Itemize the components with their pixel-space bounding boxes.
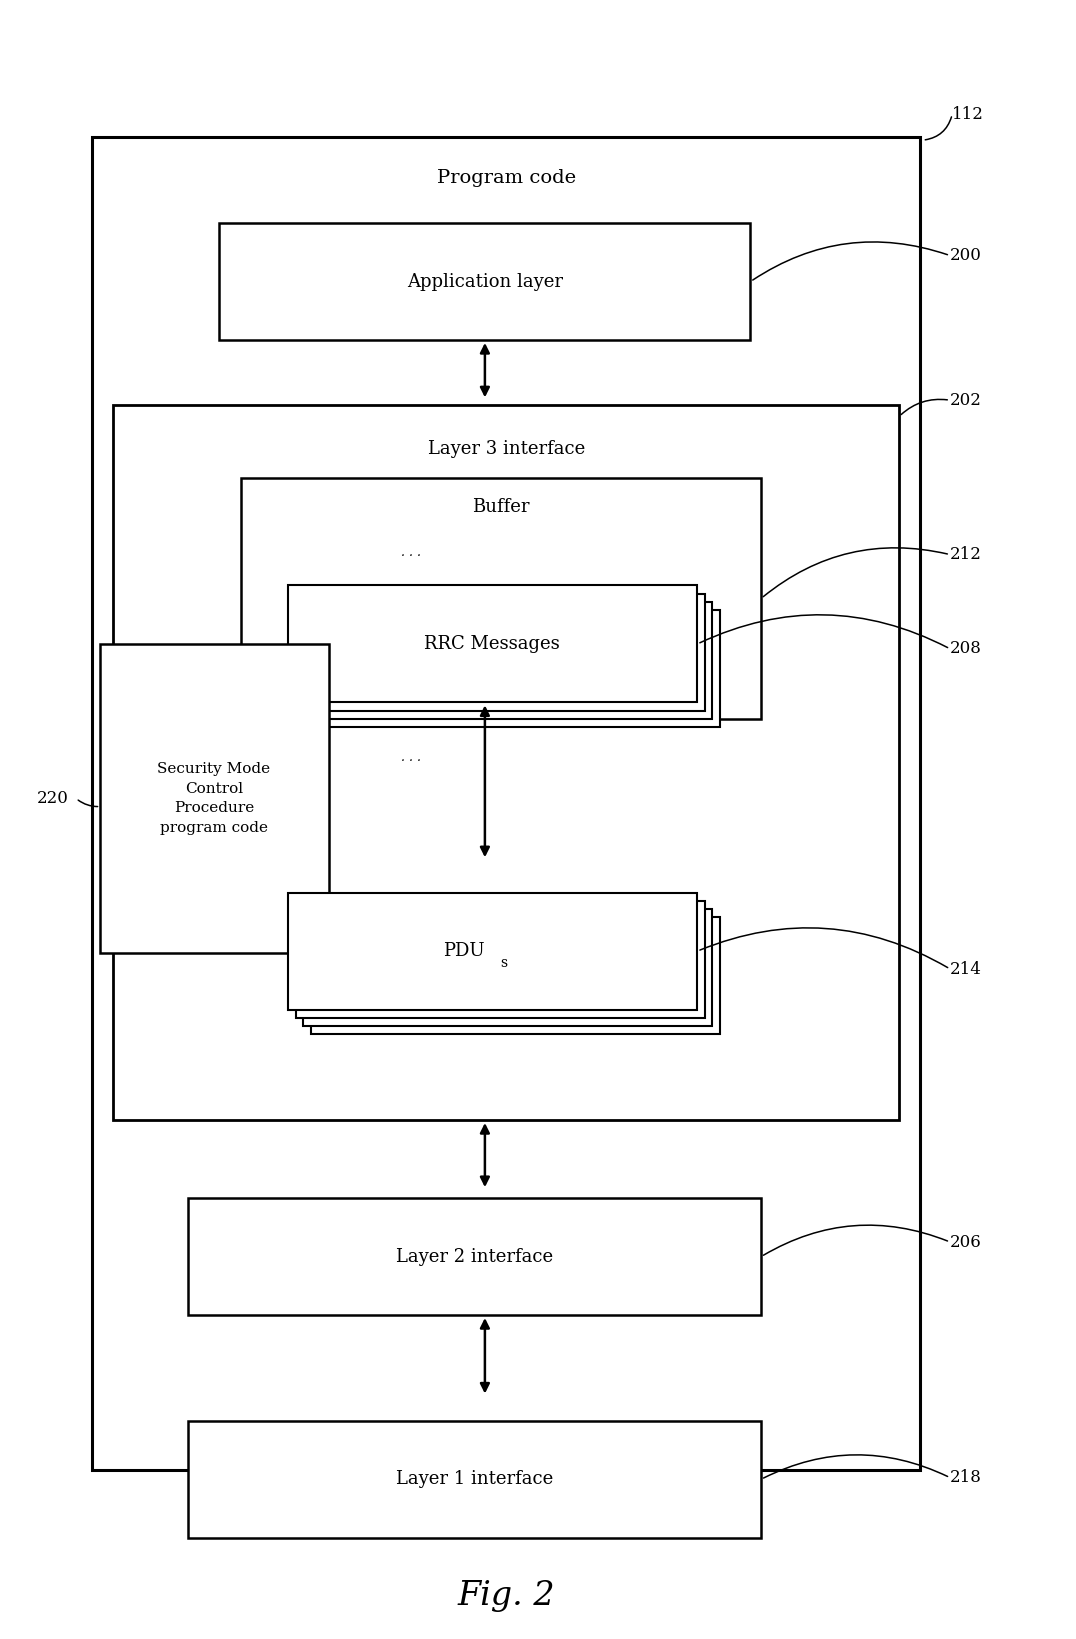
FancyBboxPatch shape [91,138,920,1470]
Text: 212: 212 [950,546,982,564]
Text: 220: 220 [37,790,69,806]
Text: 200: 200 [950,247,982,264]
Text: 218: 218 [950,1469,982,1487]
FancyBboxPatch shape [296,593,705,711]
FancyBboxPatch shape [187,1421,761,1537]
Text: 214: 214 [950,960,982,977]
FancyBboxPatch shape [288,585,697,703]
Text: . . .: . . . [400,751,421,764]
Text: 112: 112 [952,105,985,123]
FancyBboxPatch shape [288,893,697,1010]
FancyBboxPatch shape [311,916,720,1034]
FancyBboxPatch shape [311,610,720,726]
FancyBboxPatch shape [303,910,712,1026]
Text: s: s [500,956,508,970]
Text: Layer 2 interface: Layer 2 interface [396,1247,553,1265]
Text: RRC Messages: RRC Messages [424,634,561,652]
Text: . . .: . . . [400,546,421,559]
FancyBboxPatch shape [187,1198,761,1314]
Text: 202: 202 [950,392,982,408]
FancyBboxPatch shape [113,405,900,1119]
Text: Layer 3 interface: Layer 3 interface [427,439,584,457]
FancyBboxPatch shape [220,223,750,339]
Text: Buffer: Buffer [472,498,529,516]
FancyBboxPatch shape [100,644,329,952]
Text: Fig. 2: Fig. 2 [457,1580,555,1613]
Text: Program code: Program code [437,169,576,187]
Text: Layer 1 interface: Layer 1 interface [396,1470,553,1488]
Text: Security Mode
Control
Procedure
program code: Security Mode Control Procedure program … [157,762,271,834]
Text: PDU: PDU [443,942,484,960]
Text: Application layer: Application layer [407,272,563,290]
FancyBboxPatch shape [303,602,712,720]
Text: 206: 206 [950,1234,981,1251]
Text: 208: 208 [950,641,982,657]
FancyBboxPatch shape [296,901,705,1018]
FancyBboxPatch shape [241,479,761,720]
